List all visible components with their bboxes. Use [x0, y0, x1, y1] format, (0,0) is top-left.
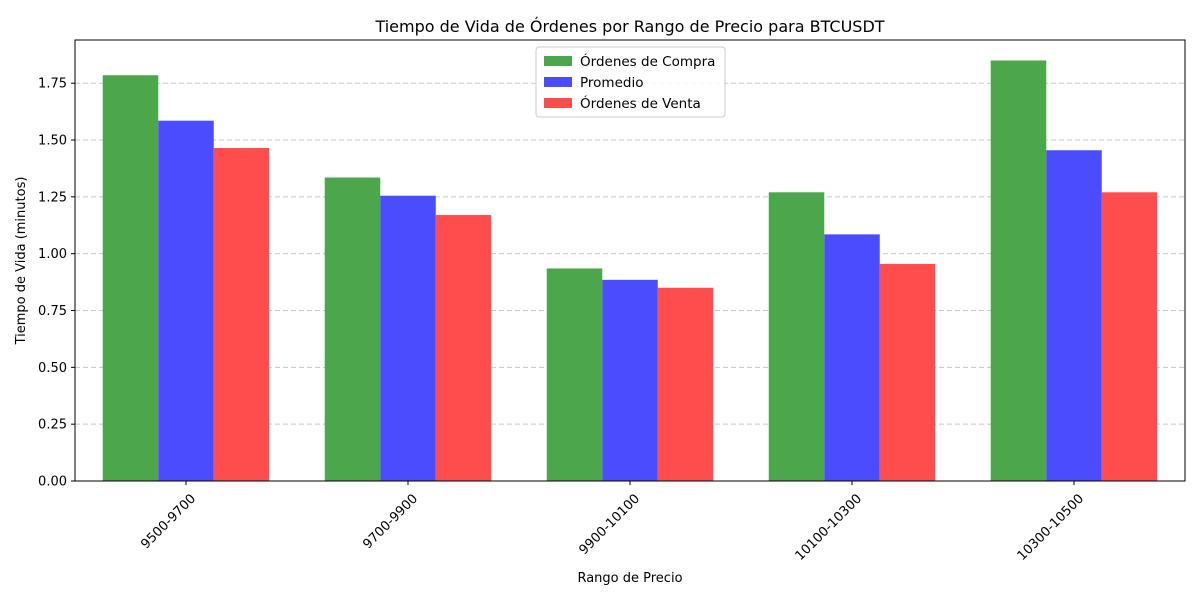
x-axis-ticks: 9500-9700 9700-9900 9900-10100 10100-10300 1… — [138, 481, 1087, 564]
bar — [435, 215, 492, 482]
y-tick-label: 0.25 — [38, 418, 67, 433]
bar — [768, 192, 825, 481]
y-tick-label: 0.75 — [38, 304, 67, 319]
bar — [1046, 150, 1102, 481]
chart-title: Tiempo de Vida de Órdenes por Rango de P… — [374, 17, 884, 36]
bars — [102, 60, 1158, 482]
y-axis-label: Tiempo de Vida (minutos) — [14, 177, 29, 346]
bar — [324, 177, 381, 481]
legend-label: Promedio — [580, 75, 643, 91]
bar — [990, 60, 1047, 481]
legend-swatch — [544, 98, 572, 108]
y-tick-label: 1.25 — [38, 190, 67, 205]
y-tick-label: 1.75 — [38, 77, 67, 92]
legend-box — [535, 46, 726, 118]
legend-swatch — [544, 77, 572, 87]
legend-label: Órdenes de Venta — [580, 94, 701, 112]
bar — [213, 147, 270, 481]
legend-label: Órdenes de Compra — [580, 52, 715, 70]
bar — [158, 120, 214, 481]
x-tick-label: 9700-9900 — [360, 491, 421, 552]
bar — [657, 287, 714, 481]
x-tick-label: 10100-10300 — [793, 491, 865, 563]
legend-swatch — [544, 56, 572, 66]
bar — [602, 279, 658, 481]
y-tick-label: 1.50 — [38, 134, 67, 149]
x-tick-label: 10300-10500 — [1015, 491, 1087, 563]
bar — [824, 234, 880, 481]
x-tick-label: 9900-10100 — [576, 491, 643, 558]
legend: Órdenes de Compra Promedio Órdenes de Vent… — [535, 46, 726, 118]
bar — [546, 268, 603, 481]
bar — [102, 75, 159, 482]
y-tick-label: 0.00 — [38, 475, 67, 490]
bar — [380, 195, 436, 481]
y-tick-label: 0.50 — [38, 361, 67, 376]
bar — [1101, 192, 1158, 481]
y-axis-ticks: 0.00 0.25 0.50 0.75 1.00 1.25 1.50 1.75 — [38, 77, 75, 490]
bar — [879, 263, 936, 481]
x-axis-label: Rango de Precio — [577, 571, 682, 586]
y-tick-label: 1.00 — [38, 247, 67, 262]
x-tick-label: 9500-9700 — [138, 491, 199, 552]
